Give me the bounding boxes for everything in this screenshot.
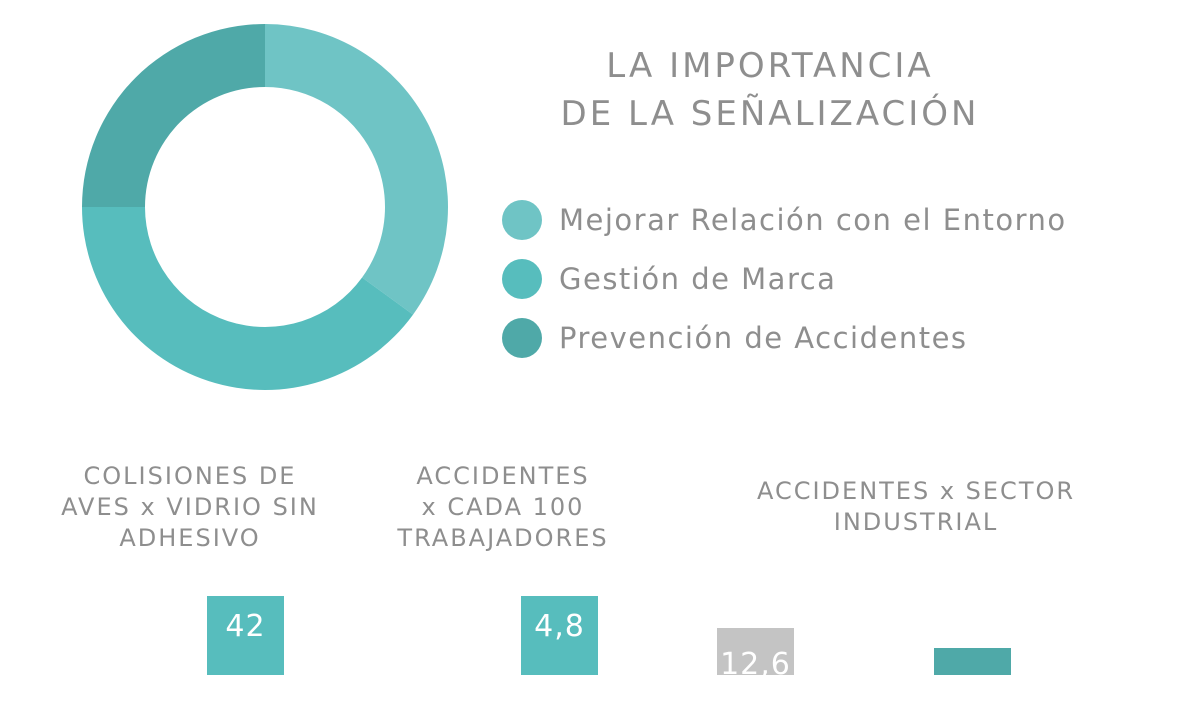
bar-sector-a-value-label: 12,6 xyxy=(720,647,791,682)
chart-title-line-2: DE LA SEÑALIZACIÓN xyxy=(560,94,980,134)
stat-title-birds-line-1: COLISIONES DE xyxy=(83,462,297,490)
legend-item-accidentes: Prevención de Accidentes xyxy=(502,308,1067,367)
legend-item-entorno: Mejorar Relación con el Entorno xyxy=(502,190,1067,249)
donut-slice-0 xyxy=(265,24,448,315)
legend-swatch-accidentes xyxy=(502,317,542,358)
bar-sector-b xyxy=(934,648,1011,675)
stat-title-sector: ACCIDENTES x SECTOR INDUSTRIAL xyxy=(716,476,1116,538)
stat-title-birds-line-3: ADHESIVO xyxy=(119,524,261,552)
bar-workers: 4,8 xyxy=(521,596,598,675)
legend-swatch-marca xyxy=(502,258,542,299)
stat-title-workers-line-1: ACCIDENTES xyxy=(416,462,590,490)
legend-label-entorno: Mejorar Relación con el Entorno xyxy=(559,202,1067,237)
donut-chart xyxy=(82,24,448,390)
legend-label-accidentes: Prevención de Accidentes xyxy=(559,320,968,355)
legend-item-marca: Gestión de Marca xyxy=(502,249,1067,308)
bar-workers-value-label: 4,8 xyxy=(534,609,585,644)
stat-title-sector-line-1: ACCIDENTES x SECTOR xyxy=(756,477,1076,505)
bar-birds: 42 xyxy=(207,596,284,675)
stat-title-birds: COLISIONES DE AVES x VIDRIO SIN ADHESIVO xyxy=(40,461,340,554)
stat-title-workers-line-2: x CADA 100 xyxy=(421,493,585,521)
legend-label-marca: Gestión de Marca xyxy=(559,261,837,296)
legend: Mejorar Relación con el Entorno Gestión … xyxy=(502,190,1067,367)
stat-title-sector-line-2: INDUSTRIAL xyxy=(833,508,999,536)
bar-birds-value-label: 42 xyxy=(225,609,266,644)
stat-title-birds-line-2: AVES x VIDRIO SIN xyxy=(61,493,319,521)
bar-sector-a: 12,6 xyxy=(717,628,794,682)
donut-slice-2 xyxy=(82,24,265,207)
legend-swatch-entorno xyxy=(502,199,542,240)
stat-title-workers-line-3: TRABAJADORES xyxy=(397,524,609,552)
chart-title: LA IMPORTANCIA DE LA SEÑALIZACIÓN xyxy=(520,42,1020,138)
chart-title-line-1: LA IMPORTANCIA xyxy=(606,46,934,86)
donut-slice-1 xyxy=(82,207,414,390)
stat-title-workers: ACCIDENTES x CADA 100 TRABAJADORES xyxy=(353,461,653,554)
